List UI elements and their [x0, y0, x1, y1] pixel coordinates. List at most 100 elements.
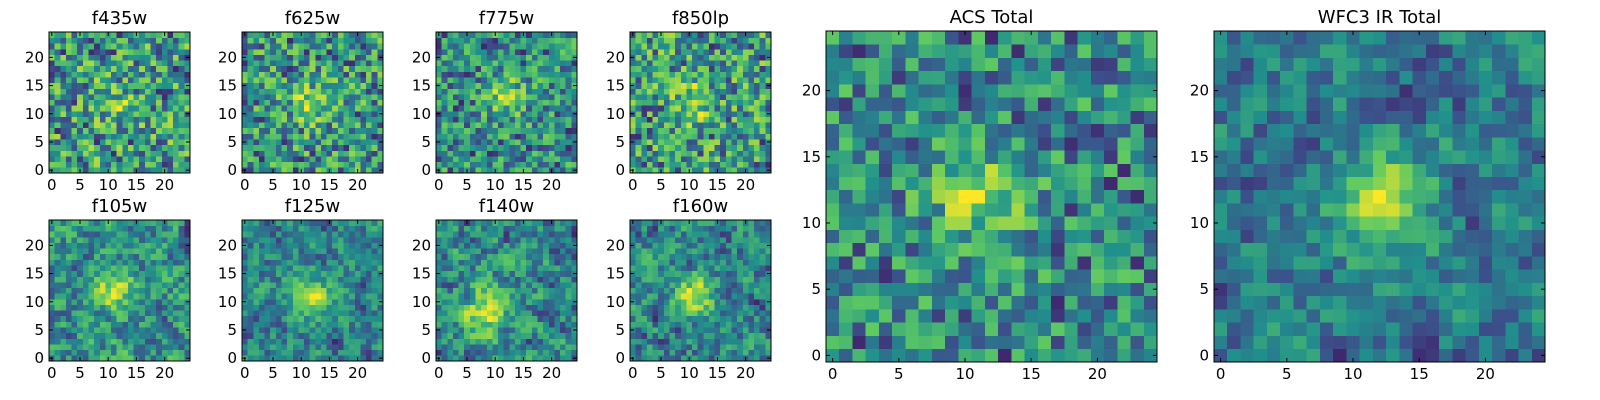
heatmap-cell	[264, 99, 271, 106]
heatmap-cell	[748, 32, 755, 38]
heatmap-cell	[371, 156, 378, 163]
heatmap-cell	[270, 110, 277, 117]
heatmap-cell	[354, 242, 361, 249]
heatmap-cell	[292, 304, 299, 311]
heatmap-cell	[652, 315, 659, 322]
heatmap-cell	[641, 94, 648, 101]
heatmap-cell	[99, 139, 106, 146]
heatmap-cell	[680, 54, 687, 61]
heatmap-cell	[281, 54, 288, 61]
heatmap-cell	[697, 276, 704, 283]
heatmap-cell	[270, 242, 277, 249]
heatmap-cell	[99, 231, 106, 238]
heatmap-cell	[116, 282, 123, 289]
heatmap-cell	[554, 293, 561, 300]
heatmap-cell	[292, 321, 299, 328]
heatmap-cell	[258, 220, 265, 226]
heatmap-cell	[343, 65, 350, 72]
heatmap-cell	[139, 88, 146, 95]
heatmap-cell	[686, 298, 693, 305]
heatmap-cell	[99, 276, 106, 283]
heatmap-cell	[178, 99, 185, 106]
heatmap-cell	[270, 287, 277, 294]
heatmap-cell	[475, 344, 482, 351]
heatmap-cell	[714, 99, 721, 106]
heatmap-cell	[116, 77, 123, 84]
heatmap-cell	[366, 282, 373, 289]
heatmap-cell	[554, 77, 561, 84]
heatmap-cell	[560, 327, 567, 334]
heatmap-cell	[469, 88, 476, 95]
heatmap-cell	[184, 321, 191, 328]
heatmap-cell	[247, 304, 254, 311]
heatmap-cell	[292, 327, 299, 334]
heatmap-cell	[565, 65, 572, 72]
heatmap-cell	[436, 338, 442, 345]
heatmap-cell	[686, 327, 693, 334]
heatmap-cell	[680, 82, 687, 89]
heatmap-cell	[133, 133, 140, 140]
heatmap-cell	[663, 167, 670, 174]
heatmap-cell	[258, 276, 265, 283]
heatmap-cell	[144, 105, 151, 112]
heatmap-cell	[270, 248, 277, 255]
heatmap-cell	[94, 253, 101, 260]
heatmap-cell	[537, 293, 544, 300]
heatmap-cell	[765, 332, 772, 339]
heatmap-cell	[492, 133, 499, 140]
heatmap-cell	[765, 156, 772, 163]
heatmap-cell	[349, 167, 356, 174]
heatmap-cell	[663, 293, 670, 300]
heatmap-cell	[65, 293, 72, 300]
heatmap-cell	[111, 144, 118, 151]
heatmap-cell	[680, 150, 687, 157]
heatmap-cell	[54, 220, 61, 226]
axes-frame	[629, 31, 772, 174]
heatmap-cell	[304, 88, 311, 95]
heatmap-cell	[94, 65, 101, 72]
heatmap-cell	[543, 321, 550, 328]
heatmap-cell	[509, 77, 516, 84]
heatmap-cell	[275, 82, 282, 89]
heatmap-cell	[571, 310, 578, 317]
heatmap-cell	[514, 344, 521, 351]
heatmap-cell	[247, 150, 254, 157]
heatmap-cell	[54, 139, 61, 146]
heatmap-cell	[309, 127, 316, 134]
heatmap-cell	[703, 139, 710, 146]
heatmap-cell	[560, 37, 567, 44]
heatmap-cell	[349, 71, 356, 78]
heatmap-cell	[343, 355, 350, 362]
heatmap-cell	[264, 167, 271, 174]
heatmap-cell	[548, 253, 555, 260]
heatmap-cell	[366, 60, 373, 67]
heatmap-cell	[765, 127, 772, 134]
heatmap-cell	[287, 293, 294, 300]
heatmap-cell	[486, 298, 493, 305]
heatmap-cell	[708, 321, 715, 328]
heatmap-cell	[492, 99, 499, 106]
heatmap-cell	[150, 133, 157, 140]
heatmap-cell	[548, 338, 555, 345]
heatmap-cell	[173, 37, 180, 44]
heatmap-cell	[441, 37, 448, 44]
heatmap-cell	[309, 349, 316, 356]
heatmap-cell	[88, 161, 95, 168]
heatmap-cell	[127, 116, 134, 123]
heatmap-cell	[543, 231, 550, 238]
heatmap-cell	[377, 304, 384, 311]
heatmap-cell	[486, 242, 493, 249]
heatmap-cell	[105, 82, 112, 89]
heatmap-cell	[270, 54, 277, 61]
heatmap-cell	[492, 259, 499, 266]
heatmap-cell	[309, 338, 316, 345]
heatmap-cell	[571, 259, 578, 266]
heatmap-cell	[258, 248, 265, 255]
heatmap-cell	[122, 37, 129, 44]
heatmap-cell	[275, 150, 282, 157]
heatmap-cell	[458, 71, 465, 78]
heatmap-cell	[703, 298, 710, 305]
heatmap-cell	[759, 82, 766, 89]
heatmap-cell	[354, 304, 361, 311]
heatmap-cell	[531, 327, 538, 334]
